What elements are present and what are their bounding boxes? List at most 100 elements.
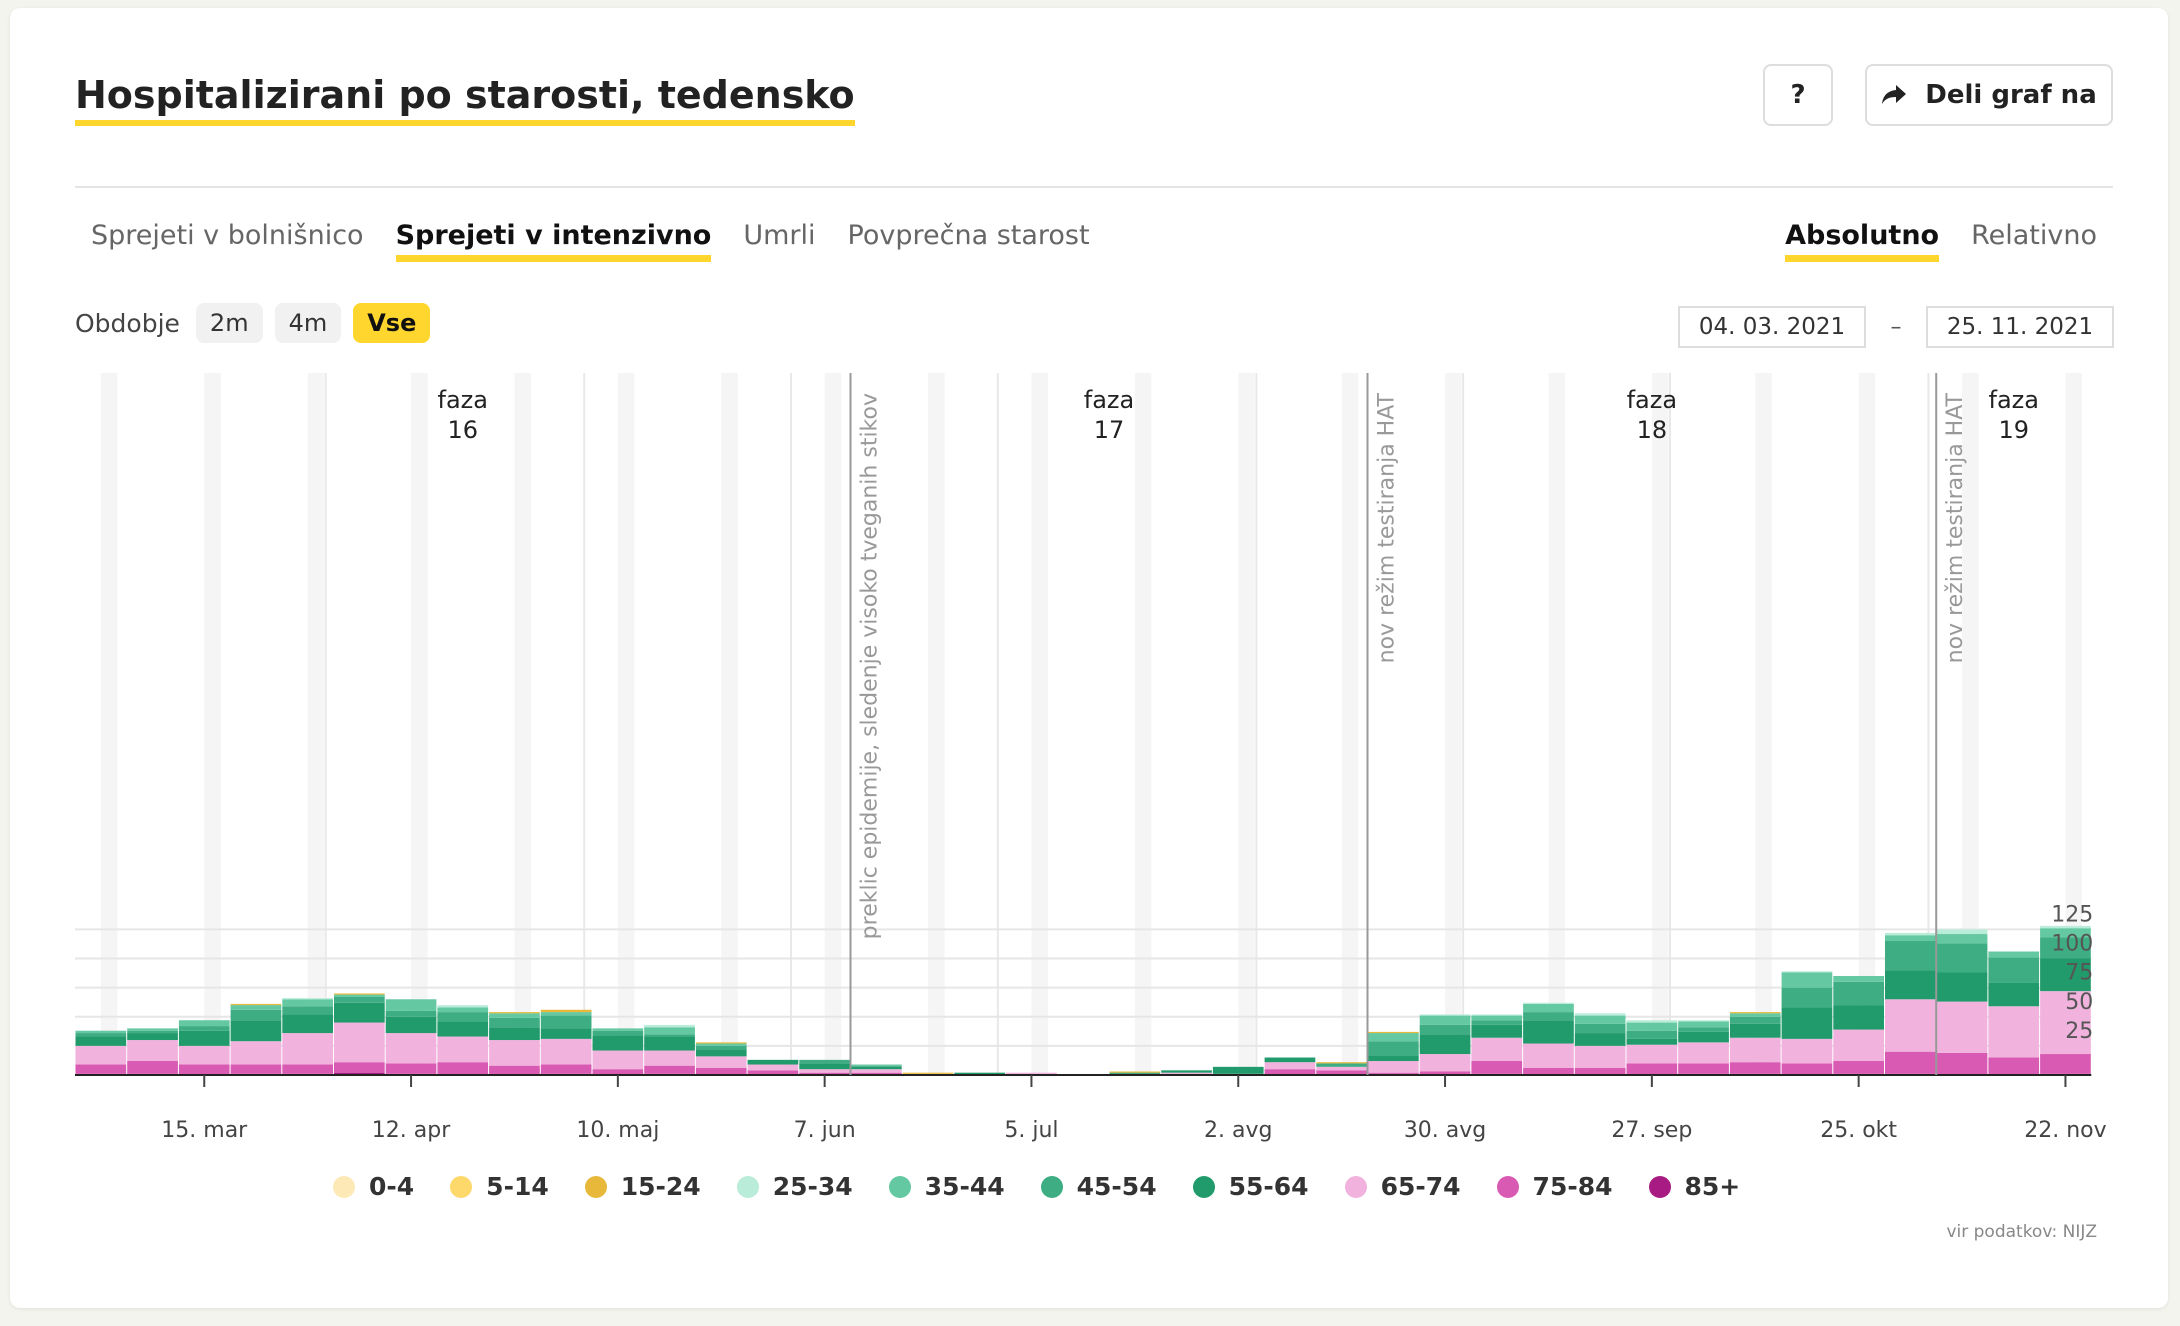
date-to-input[interactable]	[1926, 306, 2114, 348]
legend-item-25-34[interactable]: 25-34	[736, 1172, 853, 1201]
bar-segment	[334, 1022, 385, 1063]
legend-swatch	[1040, 1175, 1063, 1198]
bar-segment	[1471, 1020, 1523, 1025]
bar-segment	[1471, 1024, 1523, 1038]
tab-admitted-hospital[interactable]: Sprejeti v bolnišnico	[91, 220, 364, 251]
help-button[interactable]: ?	[1763, 64, 1833, 126]
bar-segment	[1419, 1034, 1471, 1055]
bar-segment	[1264, 1057, 1316, 1063]
period-2m-button[interactable]: 2m	[195, 303, 263, 343]
date-from-input[interactable]	[1678, 306, 1866, 348]
bar-segment	[592, 1069, 644, 1075]
bar-segment	[1936, 943, 1988, 973]
legend-item-15-24[interactable]: 15-24	[584, 1172, 701, 1201]
bar-segment	[1885, 935, 1936, 942]
legend-label: 85+	[1684, 1172, 1741, 1201]
bar-segment	[75, 1064, 127, 1074]
bar-segment	[2040, 925, 2091, 929]
bar-segment	[695, 1045, 747, 1050]
bar-segment	[1885, 932, 1936, 936]
bar-segment	[540, 1064, 592, 1074]
period-4m-button[interactable]: 4m	[274, 303, 342, 343]
legend-label: 25-34	[772, 1172, 853, 1201]
legend-label: 35-44	[924, 1172, 1005, 1201]
phase-label: faza	[438, 386, 488, 414]
bar-segment	[1368, 1061, 1419, 1073]
legend-label: 75-84	[1532, 1172, 1613, 1201]
legend-item-55-64[interactable]: 55-64	[1192, 1172, 1309, 1201]
background-stripe	[1548, 373, 1565, 1075]
bar-segment	[695, 1056, 747, 1069]
annotation-label: preklic epidemije, sledenje visoko tvega…	[858, 393, 883, 939]
tab-absolute[interactable]: Absolutno	[1785, 220, 1940, 262]
legend-swatch	[450, 1175, 473, 1198]
background-stripe	[514, 373, 531, 1075]
bar-segment	[540, 1038, 592, 1065]
bar-segment	[1368, 1041, 1419, 1056]
legend-item-65-74[interactable]: 65-74	[1344, 1172, 1461, 1201]
legend-item-5-14[interactable]: 5-14	[450, 1172, 549, 1201]
bar-segment	[1678, 1021, 1729, 1028]
bar-segment	[1471, 1061, 1523, 1074]
bar-segment	[1729, 1016, 1781, 1024]
bar-segment	[282, 998, 333, 1000]
legend-item-75-84[interactable]: 75-84	[1496, 1172, 1613, 1201]
bar-segment	[1936, 1052, 1988, 1075]
bar-segment	[1523, 1002, 1574, 1004]
bar-segment	[851, 1072, 902, 1075]
share-icon	[1881, 84, 1907, 106]
annotation-label: nov režim testiranja HAT	[1943, 392, 1968, 663]
period-all-button[interactable]: Vse	[353, 303, 431, 343]
period-label: Obdobje	[75, 308, 180, 338]
x-tick-label: 10. maj	[576, 1118, 659, 1143]
legend-item-35-44[interactable]: 35-44	[888, 1172, 1005, 1201]
bar-segment	[127, 1030, 178, 1034]
x-tick-label: 30. avg	[1404, 1118, 1486, 1143]
bar-segment	[334, 993, 385, 995]
bar-segment	[1471, 1015, 1523, 1021]
bar-segment	[1885, 1051, 1936, 1074]
bar-segment	[1729, 1037, 1781, 1063]
bar-segment	[695, 1043, 747, 1046]
background-stripe	[204, 373, 221, 1075]
legend: 0-4 5-14 15-24 25-34 35-44 45-54 55-64 6…	[333, 1172, 1740, 1201]
background-stripe	[1031, 373, 1048, 1075]
bar-segment	[1833, 1005, 1884, 1030]
tab-admitted-icu[interactable]: Sprejeti v intenzivno	[395, 220, 712, 262]
background-stripe	[1341, 373, 1359, 1075]
bar-segment	[1936, 972, 1988, 1002]
bar-segment	[282, 1064, 333, 1074]
bar-segment	[1729, 1023, 1781, 1038]
tab-average-age[interactable]: Povprečna starost	[847, 220, 1090, 251]
bar-segment	[540, 1012, 592, 1016]
tab-deceased[interactable]: Umrli	[743, 220, 816, 251]
bar-segment	[385, 1010, 437, 1017]
share-button[interactable]: Deli graf na	[1865, 64, 2113, 126]
background-stripe	[307, 373, 325, 1075]
bar-segment	[1161, 1070, 1212, 1073]
phase-label: 16	[447, 416, 478, 444]
bar-segment	[1626, 1030, 1678, 1039]
legend-label: 45-54	[1076, 1172, 1157, 1201]
share-button-label: Deli graf na	[1925, 80, 2097, 110]
bar-segment	[178, 1045, 230, 1065]
legend-item-0-4[interactable]: 0-4	[333, 1172, 414, 1201]
bar-segment	[1988, 1006, 2040, 1058]
legend-item-45-54[interactable]: 45-54	[1040, 1172, 1157, 1201]
bar-segment	[230, 1003, 282, 1006]
bar-segment	[1419, 1014, 1471, 1016]
background-stripe	[1651, 373, 1669, 1075]
bar-segment	[695, 1049, 747, 1057]
phase-label: faza	[1627, 386, 1677, 414]
bar-segment	[1574, 1015, 1626, 1024]
bar-segment	[592, 1030, 644, 1036]
tab-relative[interactable]: Relativno	[1971, 220, 2097, 251]
bar-segment	[1781, 1063, 1833, 1075]
legend-item-85-plus[interactable]: 85+	[1648, 1172, 1741, 1201]
bar-segment	[489, 1017, 540, 1028]
phase-label: faza	[1084, 386, 1134, 414]
bar-segment	[644, 1065, 695, 1074]
bar-segment	[592, 1050, 644, 1070]
bar-segment	[1885, 970, 1936, 1000]
bar-segment	[1626, 1020, 1678, 1023]
